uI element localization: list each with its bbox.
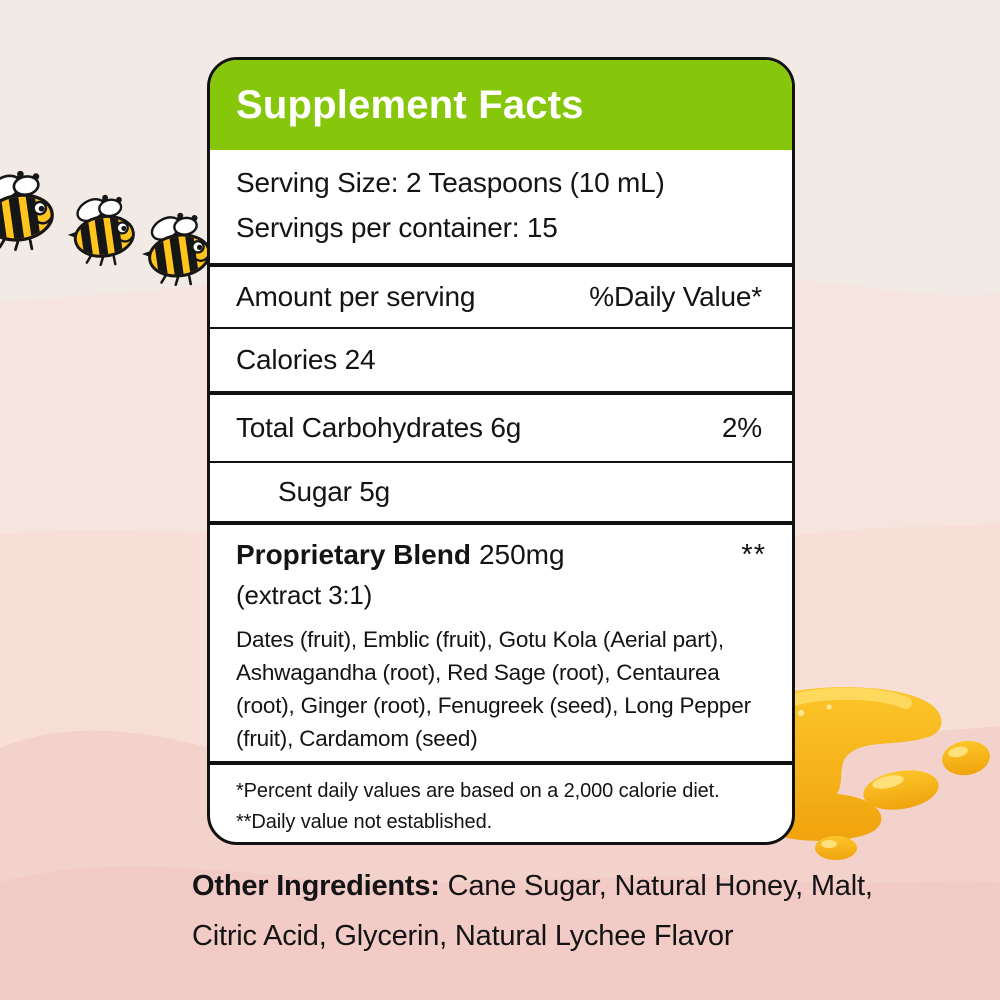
footnote-not-established: **Daily value not established.	[236, 811, 493, 833]
other-ingredients: Other Ingredients: Cane Sugar, Natural H…	[192, 861, 904, 961]
blend-extract: (extract 3:1)	[236, 580, 373, 610]
calories-value: Calories 24	[236, 344, 376, 375]
proprietary-blend-section: Proprietary Blend 250mg ** (extract 3:1) …	[210, 525, 792, 761]
blend-amount: 250mg	[478, 539, 565, 570]
footnote-daily-values: *Percent daily values are based on a 2,0…	[236, 780, 720, 802]
blend-name: Proprietary Blend	[236, 539, 471, 570]
carbohydrates-value: Total Carbohydrates 6g	[236, 412, 522, 443]
other-ingredients-text: Cane Sugar, Natural Honey, Malt, Citric …	[192, 870, 873, 952]
blend-dv: **	[741, 539, 766, 571]
amount-per-serving-header: Amount per serving	[236, 281, 476, 312]
blend-title-row: Proprietary Blend 250mg **	[236, 539, 766, 572]
panel-header: Supplement Facts	[210, 60, 792, 150]
blend-ingredients: Dates (fruit), Emblic (fruit), Gotu Kola…	[236, 627, 751, 751]
servings-per-container: Servings per container: 15	[236, 212, 558, 243]
carbohydrates-row: Total Carbohydrates 6g 2%	[210, 395, 792, 461]
other-ingredients-label: Other Ingredients:	[192, 870, 440, 902]
serving-info: Serving Size: 2 Teaspoons (10 mL) Servin…	[210, 150, 792, 263]
sugar-value: Sugar 5g	[278, 476, 391, 507]
calories-row: Calories 24	[210, 329, 792, 391]
serving-size: Serving Size: 2 Teaspoons (10 mL)	[236, 167, 665, 198]
carbohydrates-dv: 2%	[721, 412, 762, 443]
divider	[210, 761, 792, 765]
supplement-facts-panel: Supplement Facts Serving Size: 2 Teaspoo…	[207, 57, 795, 845]
sugar-row: Sugar 5g	[210, 463, 792, 521]
footnotes: *Percent daily values are based on a 2,0…	[210, 765, 792, 842]
divider	[210, 263, 792, 267]
divider	[210, 327, 792, 329]
divider	[210, 461, 792, 463]
daily-value-header: %Daily Value*	[589, 281, 762, 312]
divider	[210, 391, 792, 395]
column-header-row: Amount per serving %Daily Value*	[210, 267, 792, 327]
blend-title: Proprietary Blend 250mg	[236, 539, 565, 571]
panel-title: Supplement Facts	[236, 82, 584, 127]
divider	[210, 521, 792, 525]
